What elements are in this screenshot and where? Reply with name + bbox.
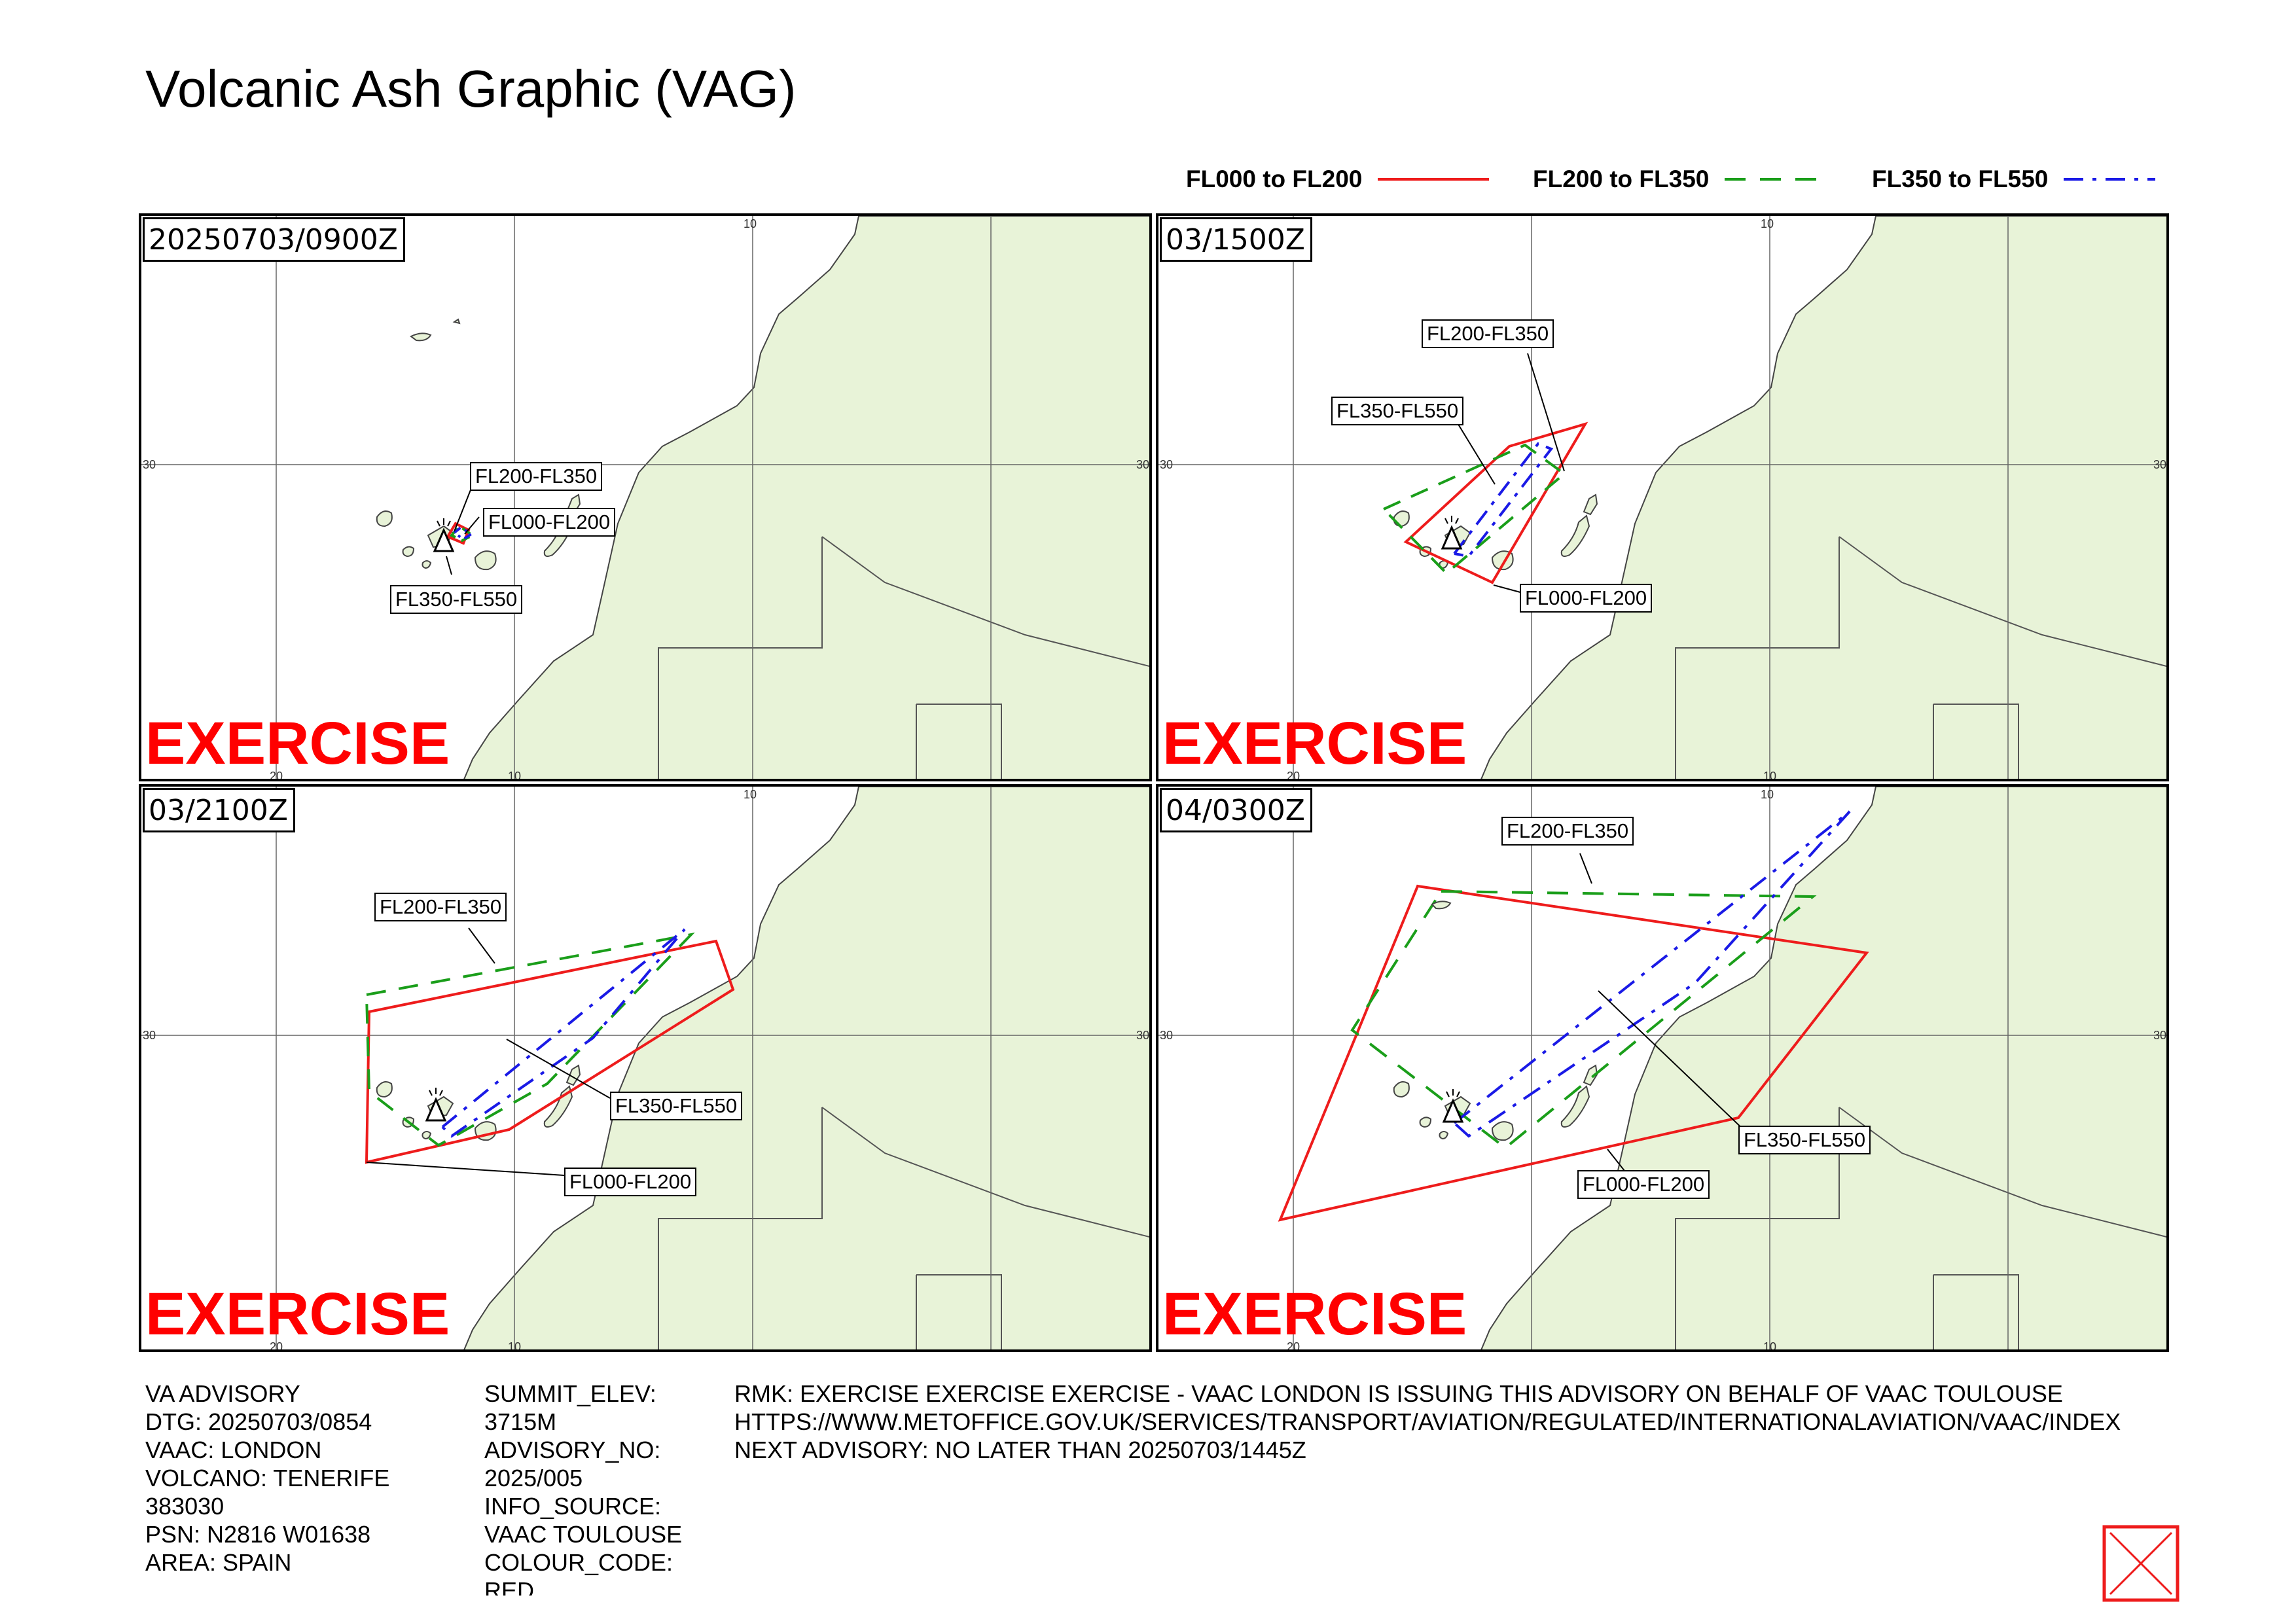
tick-lat-30: 30 (143, 1029, 156, 1042)
exercise-watermark: EXERCISE (1162, 1281, 1467, 1347)
volcano-icon (1442, 1089, 1464, 1123)
ash-area-fl000-fl200 (1278, 884, 1869, 1222)
advisory-info-col2: SUMMIT_ELEV: 3715M ADVISORY_NO: 2025/005… (484, 1380, 682, 1596)
tick-lon-10: 10 (1761, 788, 1774, 801)
label-fl350-fl550: FL350-FL550 (1738, 1126, 1871, 1154)
tick-lat-30: 30 (143, 458, 156, 471)
map-canvas (141, 216, 1149, 779)
tick-lat-30: 30 (2153, 1029, 2167, 1042)
tick-lat-30: 30 (1160, 1029, 1174, 1042)
tick-lon-20: 20 (1287, 1340, 1300, 1352)
tick-lon-10: 10 (508, 770, 522, 781)
info-line: NEXT ADVISORY: NO LATER THAN 20250703/14… (734, 1436, 1306, 1463)
map-canvas (141, 787, 1149, 1349)
forecast-time: 20250703/0900Z (143, 217, 405, 262)
info-line: ADVISORY_NO: (484, 1436, 661, 1463)
tick-lat-30: 30 (1160, 458, 1174, 471)
tick-lon-10: 10 (508, 1340, 522, 1352)
label-fl000-fl200: FL000-FL200 (1520, 584, 1653, 613)
legend-fl000-fl200: FL000 to FL200 (1186, 161, 1490, 198)
forecast-time: 03/1500Z (1160, 217, 1312, 262)
label-fl350-fl550: FL350-FL550 (390, 585, 523, 614)
legend-fl200-fl350: FL200 to FL350 (1533, 161, 1830, 198)
map-canvas (1158, 216, 2166, 779)
forecast-time: 03/2100Z (143, 788, 295, 832)
tick-lon-10: 10 (744, 788, 757, 801)
map-panel-4: 10 20 10 30 30 04/0300Z FL200-FL350 FL35… (1156, 784, 2169, 1352)
tick-lon-20: 20 (270, 770, 283, 781)
info-line: VOLCANO: TENERIFE (145, 1465, 390, 1491)
ash-area-fl000-fl200 (365, 939, 735, 1164)
exercise-watermark: EXERCISE (145, 1281, 450, 1347)
exercise-watermark: EXERCISE (145, 710, 450, 777)
info-line: SUMMIT_ELEV: (484, 1380, 656, 1407)
volcano-icon (1441, 516, 1463, 550)
map-panel-2: 10 20 10 30 30 03/1500Z FL200-FL350 FL35… (1156, 213, 2169, 781)
ash-area-fl200-fl350 (365, 932, 695, 1147)
info-line: PSN: N2816 W01638 (145, 1521, 371, 1548)
info-line: 3715M (484, 1408, 557, 1435)
legend-solid-line-icon (1378, 178, 1490, 181)
volcano-icon (433, 518, 455, 552)
label-fl200-fl350: FL200-FL350 (470, 462, 603, 491)
map-canvas (1158, 787, 2166, 1349)
label-fl000-fl200: FL000-FL200 (483, 508, 616, 537)
info-line: INFO_SOURCE: (484, 1493, 662, 1520)
tick-lon-10: 10 (744, 217, 757, 230)
legend-label: FL350 to FL550 (1872, 166, 2049, 192)
tick-lon-20: 20 (1287, 770, 1300, 781)
label-fl200-fl350: FL200-FL350 (374, 893, 507, 921)
info-line: VA ADVISORY (145, 1380, 300, 1407)
exercise-watermark: EXERCISE (1162, 710, 1467, 777)
legend-fl350-fl550: FL350 to FL550 (1872, 161, 2156, 198)
tick-lon-10: 10 (1763, 1340, 1777, 1352)
info-line: VAAC TOULOUSE (484, 1521, 683, 1548)
legend-dashed-line-icon (1725, 178, 1830, 181)
advisory-remarks: RMK: EXERCISE EXERCISE EXERCISE - VAAC L… (734, 1380, 2181, 1464)
ash-area-fl350-fl550 (1453, 442, 1554, 558)
info-line: 2025/005 (484, 1465, 583, 1491)
red-cross-box-icon (2102, 1525, 2179, 1602)
legend-label: FL200 to FL350 (1533, 166, 1710, 192)
map-panel-3: 10 20 10 30 30 03/2100Z FL200-FL350 FL35… (139, 784, 1152, 1352)
tick-lat-30: 30 (2153, 458, 2167, 471)
info-line: HTTPS://WWW.METOFFICE.GOV.UK/SERVICES/TR… (734, 1408, 2121, 1435)
map-panel-1: 10 20 10 30 30 20250703/0900Z FL200-FL35… (139, 213, 1152, 781)
label-fl350-fl550: FL350-FL550 (610, 1092, 743, 1120)
legend-dashdot-line-icon (2064, 178, 2156, 181)
page-title: Volcanic Ash Graphic (VAG) (145, 60, 797, 118)
info-line: VAAC: LONDON (145, 1436, 322, 1463)
tick-lon-10: 10 (1763, 770, 1777, 781)
info-line: 383030 (145, 1493, 224, 1520)
label-fl000-fl200: FL000-FL200 (1577, 1170, 1710, 1199)
info-line: DTG: 20250703/0854 (145, 1408, 372, 1435)
label-fl200-fl350: FL200-FL350 (1422, 319, 1554, 348)
tick-lon-20: 20 (270, 1340, 283, 1352)
ash-area-fl200-fl350 (1350, 889, 1817, 1150)
info-line: AREA: SPAIN (145, 1549, 292, 1576)
tick-lat-30: 30 (1136, 1029, 1150, 1042)
legend-label: FL000 to FL200 (1186, 166, 1363, 192)
info-line: COLOUR_CODE: (484, 1549, 673, 1576)
tick-lat-30: 30 (1136, 458, 1150, 471)
ash-area-fl200-fl350 (1381, 443, 1567, 575)
label-fl200-fl350: FL200-FL350 (1501, 817, 1634, 846)
forecast-time: 04/0300Z (1160, 788, 1312, 832)
ash-area-fl350-fl550 (452, 526, 474, 541)
ash-area-fl350-fl550 (441, 928, 686, 1138)
ash-area-fl000-fl200 (1403, 421, 1588, 584)
label-fl000-fl200: FL000-FL200 (564, 1168, 697, 1196)
info-line: RMK: EXERCISE EXERCISE EXERCISE - VAAC L… (734, 1380, 2063, 1407)
ash-area-fl350-fl550 (1453, 810, 1851, 1138)
label-fl350-fl550: FL350-FL550 (1331, 397, 1464, 425)
tick-lon-10: 10 (1761, 217, 1774, 230)
volcano-icon (425, 1088, 447, 1122)
info-line: RED (484, 1577, 535, 1596)
advisory-info-col1: VA ADVISORY DTG: 20250703/0854 VAAC: LON… (145, 1380, 389, 1577)
